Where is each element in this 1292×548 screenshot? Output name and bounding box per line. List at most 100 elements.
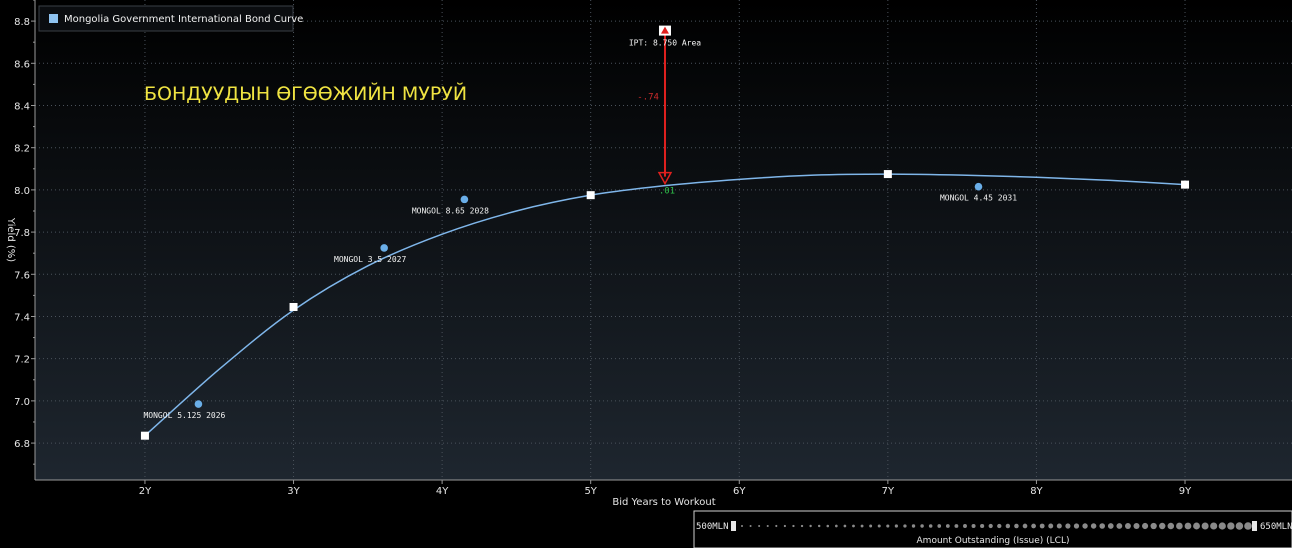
slider-dot bbox=[911, 524, 916, 528]
slider-dot bbox=[860, 524, 864, 528]
slider-dot bbox=[1048, 523, 1054, 529]
bond-label: MONGOL 4.45 2031 bbox=[940, 194, 1017, 203]
slider-dot bbox=[792, 524, 795, 528]
slider-dot bbox=[1039, 523, 1045, 529]
slider-dot bbox=[988, 523, 993, 529]
y-tick-label: 7.8 bbox=[14, 228, 30, 239]
ipt-arrow-head bbox=[657, 171, 673, 186]
slider-dot bbox=[1244, 522, 1252, 530]
curve-node-marker bbox=[586, 191, 595, 200]
bond-label: MONGOL 5.125 2026 bbox=[143, 411, 225, 420]
slider-dot bbox=[937, 524, 942, 528]
slider-dot bbox=[1218, 522, 1226, 530]
slider-dot bbox=[749, 524, 752, 528]
slider-dot bbox=[1082, 523, 1088, 529]
bond-label: MONGOL 3.5 2027 bbox=[334, 255, 406, 264]
slider-dot bbox=[877, 524, 881, 528]
slider-dot bbox=[1031, 523, 1036, 529]
ipt-label: IPT: 8.750 Area bbox=[629, 39, 701, 48]
slider-dot bbox=[1056, 523, 1062, 529]
slider-dot bbox=[1073, 523, 1080, 529]
x-tick-label: 9Y bbox=[1179, 486, 1192, 497]
bond-point[interactable] bbox=[380, 244, 388, 252]
slider-dot bbox=[1150, 522, 1157, 530]
slider-dot bbox=[1235, 522, 1244, 530]
headline-title: БОНДУУДЫН ӨГӨӨЖИЙН МУРУЙ bbox=[144, 82, 467, 105]
slider-dot bbox=[1065, 523, 1071, 529]
slider-dot bbox=[1116, 523, 1123, 529]
slider-dot bbox=[886, 524, 890, 528]
slider-dot bbox=[1201, 522, 1209, 530]
slider-dot bbox=[835, 524, 838, 528]
x-axis-title: Bid Years to Workout bbox=[612, 497, 715, 508]
bond-point[interactable] bbox=[194, 400, 203, 408]
slider-dot bbox=[1159, 522, 1166, 530]
slider-dot bbox=[1124, 523, 1131, 529]
slider-dot bbox=[843, 524, 847, 528]
slider-dot bbox=[980, 523, 985, 529]
slider-dot bbox=[741, 525, 743, 527]
bond-point[interactable] bbox=[460, 195, 469, 204]
bond-point[interactable] bbox=[974, 182, 983, 191]
legend-box bbox=[38, 5, 294, 32]
y-tick-label: 7.2 bbox=[14, 355, 30, 366]
slider-dot bbox=[1107, 523, 1114, 529]
slider-left-handle[interactable] bbox=[731, 521, 736, 531]
ipt-marker-arrow bbox=[660, 26, 669, 34]
y-tick-label: 7.0 bbox=[14, 397, 30, 408]
slider-dot bbox=[1133, 522, 1140, 530]
x-tick-label: 3Y bbox=[287, 486, 300, 497]
legend-label: Mongolia Government International Bond C… bbox=[64, 14, 303, 25]
slider-dot bbox=[817, 524, 821, 528]
bond-points: MONGOL 5.125 2026 MONGOL 3.5 2027 MONGOL 8… bbox=[143, 182, 1017, 420]
slider-dot bbox=[894, 524, 898, 528]
slider-right-handle[interactable] bbox=[1252, 521, 1257, 531]
slider-dot bbox=[945, 524, 950, 528]
slider-dot bbox=[920, 524, 924, 528]
slider-dot bbox=[1142, 522, 1149, 530]
slider-title: Amount Outstanding (Issue) (LCL) bbox=[917, 536, 1070, 546]
y-tick-label: 8.4 bbox=[14, 101, 30, 112]
y-tick-label: 7.6 bbox=[14, 270, 30, 281]
slider-max-label: 650MLN bbox=[1260, 522, 1292, 532]
slider-dot bbox=[1167, 522, 1175, 530]
ipt-spread-label: -.74 bbox=[637, 93, 659, 103]
slider-dot bbox=[963, 524, 967, 528]
slider-dot bbox=[758, 524, 761, 528]
x-tick-label: 2Y bbox=[139, 486, 152, 497]
slider-dot bbox=[1022, 523, 1028, 529]
slider-dot bbox=[1014, 523, 1019, 529]
legend-swatch bbox=[49, 14, 58, 23]
slider-dot bbox=[826, 524, 830, 528]
slider-dot bbox=[954, 524, 959, 528]
curve-node-marker bbox=[289, 302, 298, 311]
slider-dot bbox=[766, 524, 769, 528]
ipt-annotation: IPT: 8.750 Area -.74 .01 bbox=[629, 25, 701, 197]
x-tick-label: 7Y bbox=[882, 486, 895, 497]
slider-dot bbox=[1090, 523, 1097, 529]
y-tick-label: 8.6 bbox=[14, 59, 30, 70]
slider-min-label: 500MLN bbox=[696, 522, 729, 532]
y-axis-title: Yield (%) bbox=[5, 217, 16, 262]
y-tick-label: 7.4 bbox=[14, 312, 30, 323]
slider-dot bbox=[783, 524, 786, 528]
slider-dot bbox=[1176, 522, 1183, 530]
x-tick-label: 6Y bbox=[733, 486, 746, 497]
plot-background bbox=[35, 0, 1292, 480]
curve-node-marker bbox=[883, 170, 892, 179]
slider-dot bbox=[1184, 522, 1192, 530]
yield-curve-line bbox=[144, 173, 1186, 437]
curve-nodes bbox=[140, 170, 1190, 440]
slider-track[interactable] bbox=[741, 522, 1252, 530]
y-tick-label: 6.8 bbox=[14, 439, 30, 450]
slider-dot bbox=[997, 523, 1002, 529]
legend[interactable]: Mongolia Government International Bond C… bbox=[38, 5, 303, 32]
grid bbox=[35, 0, 1292, 480]
y-tick-label: 8.8 bbox=[14, 17, 30, 28]
slider-dot bbox=[1210, 522, 1218, 530]
amount-outstanding-slider[interactable]: 500MLN 650MLN Amount Outstanding (Issue)… bbox=[693, 510, 1292, 548]
slider-dot bbox=[928, 524, 933, 528]
slider-dot bbox=[1099, 523, 1106, 529]
axes bbox=[34, 0, 1292, 481]
